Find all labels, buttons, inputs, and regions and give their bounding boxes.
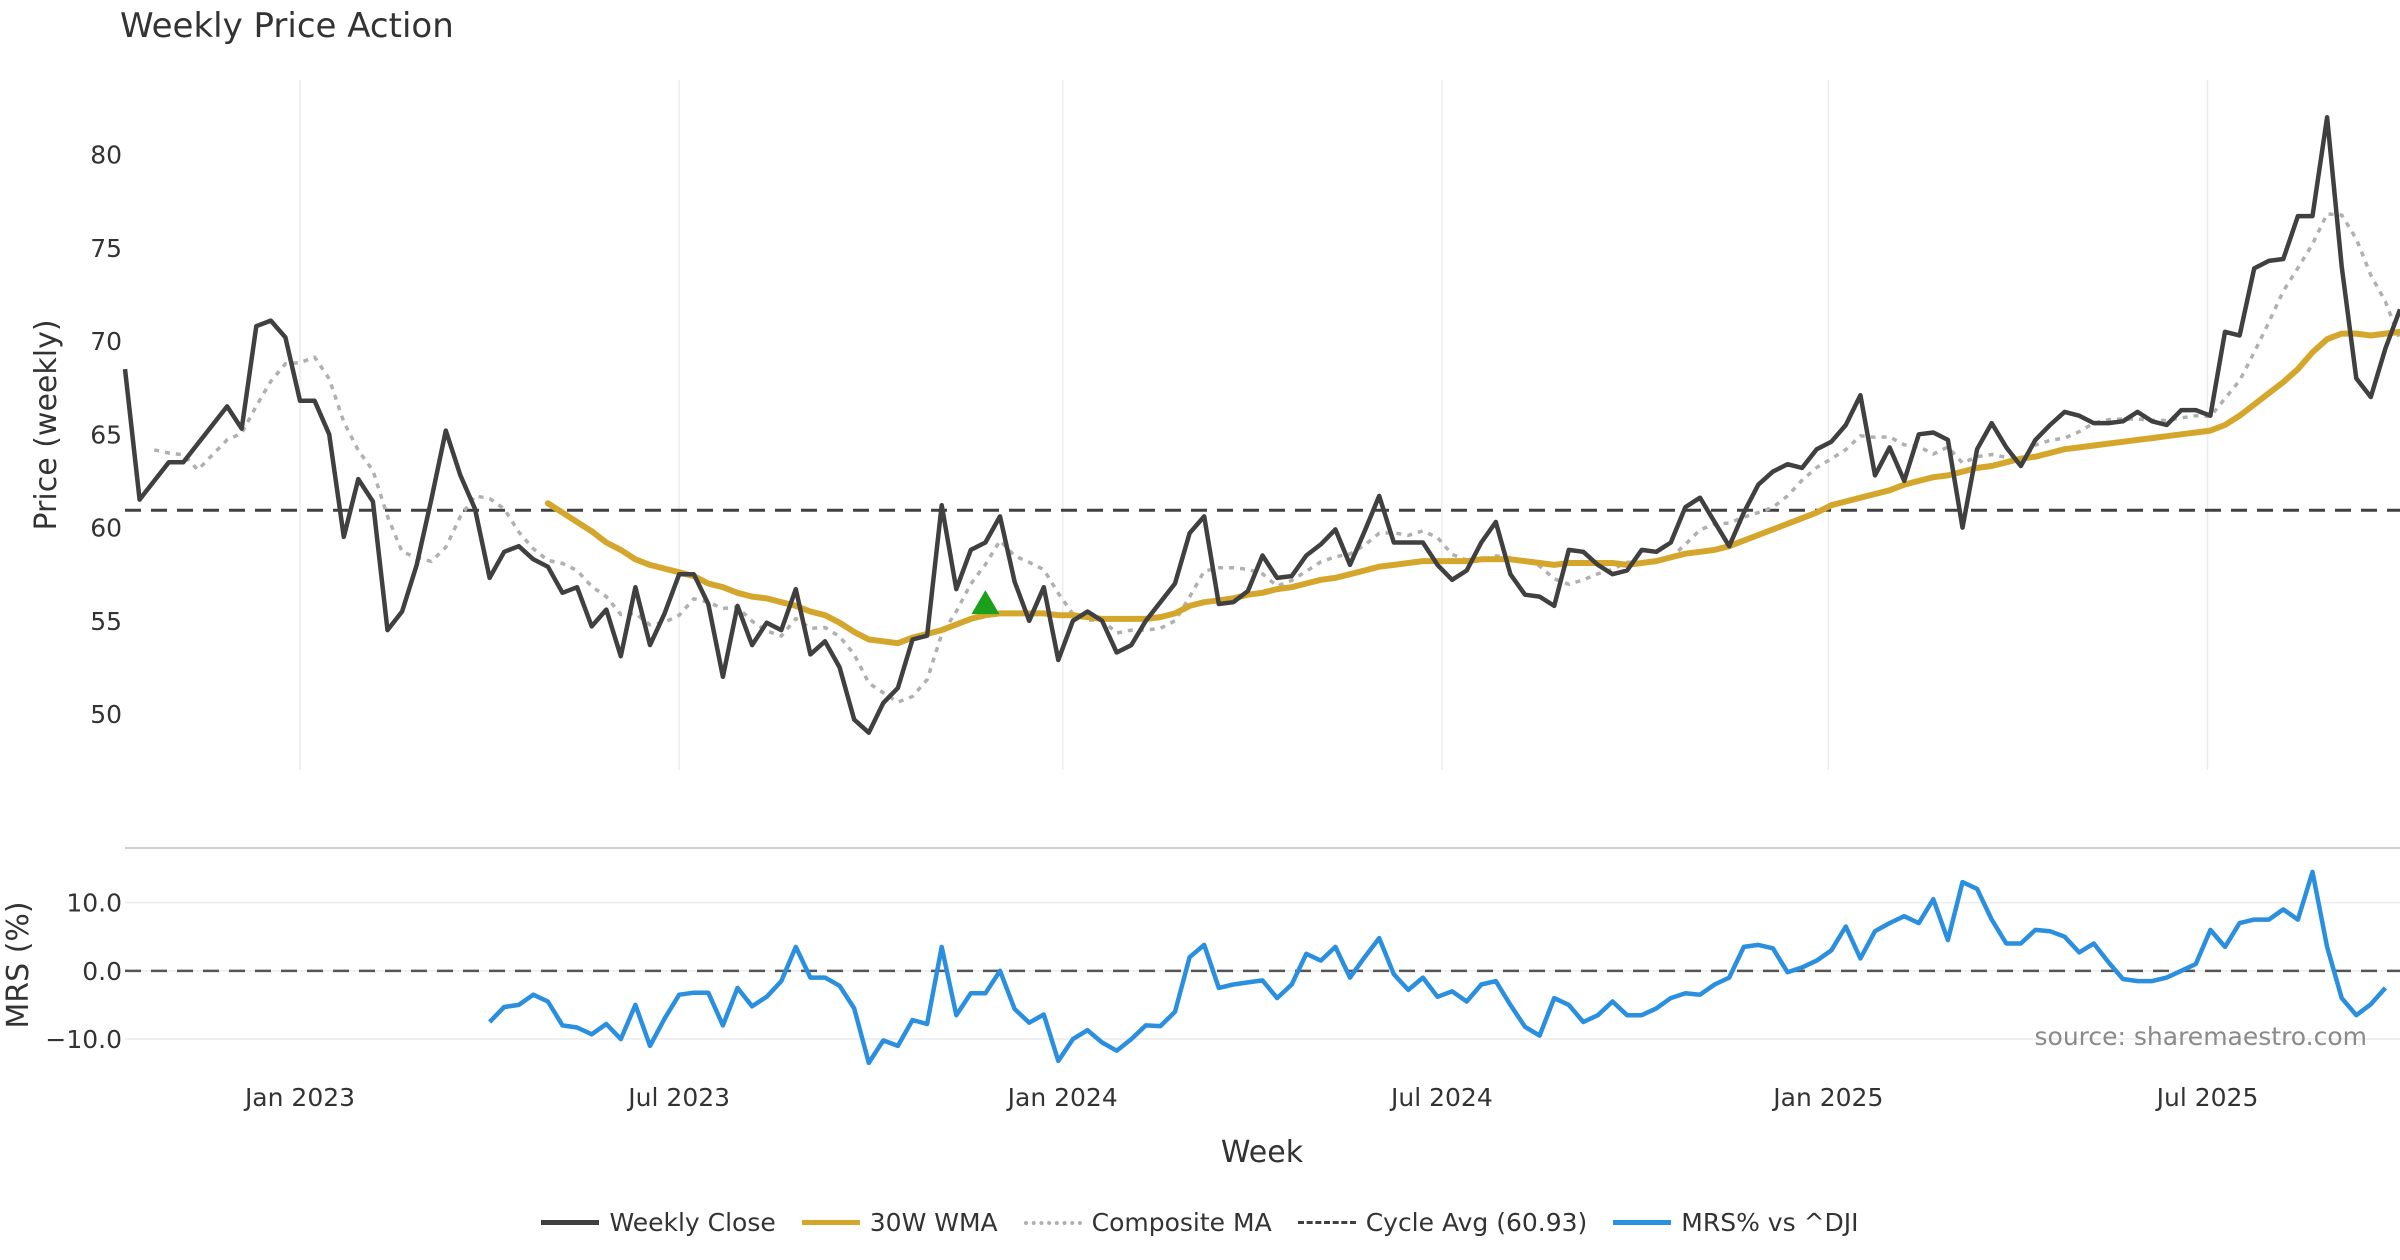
x-tick-4: Jan 2025 <box>1771 1083 1883 1112</box>
mrs-y-axis-label: MRS (%) <box>1 901 36 1028</box>
mrs-y-tick-2: −10.0 <box>45 1025 122 1054</box>
weekly-close-line <box>122 115 2400 735</box>
x-axis-label: Week <box>1221 1135 1304 1170</box>
x-tick-2: Jan 2024 <box>1006 1083 1118 1112</box>
legend-swatch-cycle-avg <box>1297 1221 1356 1224</box>
x-tick-5: Jul 2025 <box>2155 1083 2259 1112</box>
price-y-tick-5: 75 <box>90 234 122 263</box>
legend-swatch-close <box>541 1220 600 1225</box>
mrs-line <box>487 869 2388 1066</box>
legend: Weekly Close 30W WMA Composite MA Cycle … <box>0 1208 2400 1237</box>
x-tick-0: Jan 2023 <box>243 1083 355 1112</box>
mrs-y-tick-0: 10.0 <box>66 889 122 918</box>
price-y-tick-6: 80 <box>90 141 122 170</box>
legend-item-wma: 30W WMA <box>801 1208 998 1237</box>
legend-swatch-wma <box>801 1220 860 1225</box>
composite-ma-line <box>153 212 2400 704</box>
legend-item-weekly-close: Weekly Close <box>541 1208 776 1237</box>
x-tick-1: Jul 2023 <box>626 1083 730 1112</box>
mrs-y-tick-1: 0.0 <box>82 957 122 986</box>
legend-swatch-mrs <box>1613 1220 1672 1225</box>
wma-30w-line <box>544 328 2400 647</box>
legend-item-composite: Composite MA <box>1023 1208 1272 1237</box>
price-y-tick-1: 55 <box>90 607 122 636</box>
buy-signal-marker <box>971 590 1000 615</box>
price-y-tick-3: 65 <box>90 420 122 449</box>
legend-label-composite: Composite MA <box>1091 1208 1272 1237</box>
price-y-axis-label: Price (weekly) <box>29 319 64 530</box>
legend-label-cycle-avg: Cycle Avg (60.93) <box>1365 1208 1588 1237</box>
price-y-tick-2: 60 <box>90 514 122 543</box>
source-text: source: sharemaestro.com <box>2035 1022 2368 1051</box>
x-tick-3: Jul 2024 <box>1389 1083 1493 1112</box>
legend-label-mrs: MRS% vs ^DJI <box>1681 1208 1859 1237</box>
price-y-tick-4: 70 <box>90 327 122 356</box>
legend-item-mrs: MRS% vs ^DJI <box>1613 1208 1859 1237</box>
legend-item-cycle-avg: Cycle Avg (60.93) <box>1297 1208 1588 1237</box>
chart-title: Weekly Price Action <box>120 6 454 46</box>
legend-swatch-composite <box>1023 1220 1082 1225</box>
price-y-tick-0: 50 <box>90 700 122 729</box>
legend-label-close: Weekly Close <box>609 1208 776 1237</box>
legend-label-wma: 30W WMA <box>869 1208 998 1237</box>
chart-svg: 50 55 60 65 70 75 80 10.0 0.0 −10.0 Jan 2023 Jul 20… <box>1 80 2400 1170</box>
